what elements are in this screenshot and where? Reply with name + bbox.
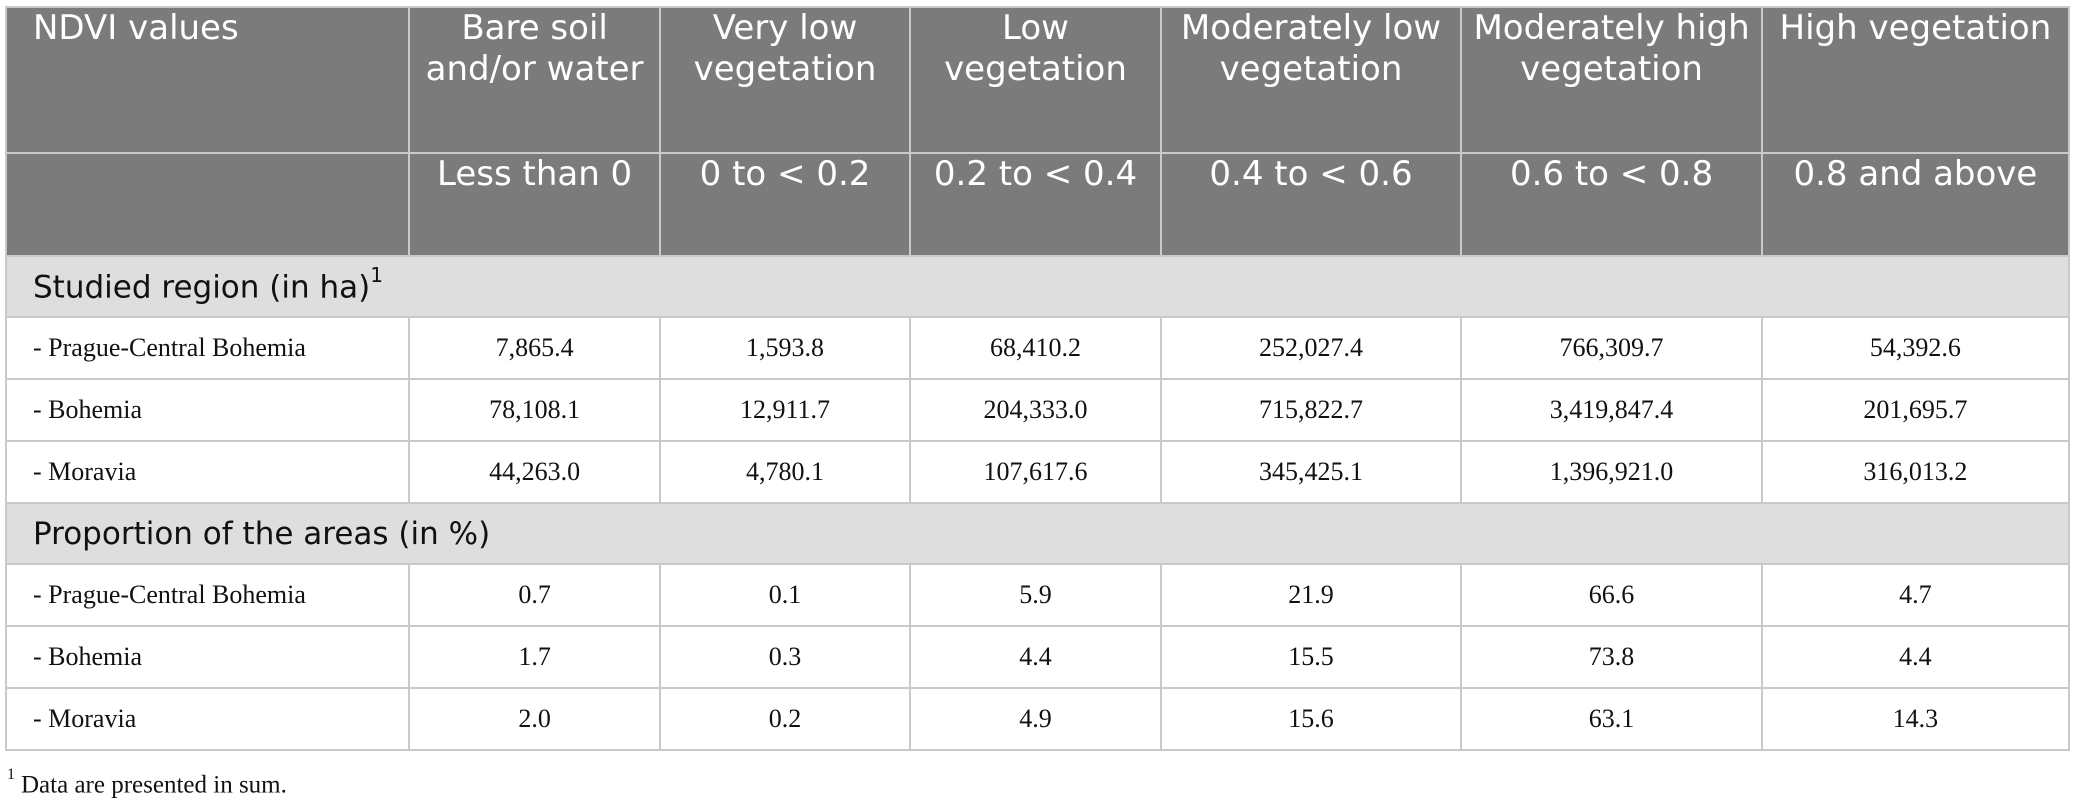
table-cell: 107,617.6 xyxy=(909,440,1162,504)
header-row-label: NDVI values xyxy=(4,6,411,154)
row-label: - Bohemia xyxy=(4,625,411,689)
table-cell: 1.7 xyxy=(408,625,661,689)
table-cell: 201,695.7 xyxy=(1760,378,2071,442)
table-cell: 15.6 xyxy=(1159,687,1463,751)
table-cell: 0.7 xyxy=(408,563,661,627)
row-label: - Bohemia xyxy=(4,378,411,442)
header-class-cell: Low vegetation xyxy=(909,6,1162,154)
table-cell: 1,593.8 xyxy=(658,316,912,380)
footnote-marker: 1 xyxy=(7,766,15,783)
header-row-ranges: Less than 0 0 to < 0.2 0.2 to < 0.4 0.4 … xyxy=(4,152,2071,257)
table-cell: 15.5 xyxy=(1159,625,1463,689)
table-cell: 12,911.7 xyxy=(658,378,912,442)
table-cell: 0.1 xyxy=(658,563,912,627)
table-cell: 252,027.4 xyxy=(1159,316,1463,380)
table-cell: 345,425.1 xyxy=(1159,440,1463,504)
table-row: - Moravia 44,263.0 4,780.1 107,617.6 345,425… xyxy=(4,440,2071,504)
table-cell: 0.2 xyxy=(658,687,912,751)
section-title-cell: Studied region (in ha)1 xyxy=(5,255,2070,318)
table-cell: 0.3 xyxy=(658,625,912,689)
table-cell: 3,419,847.4 xyxy=(1460,378,1763,442)
table-cell: 5.9 xyxy=(909,563,1162,627)
row-label: - Prague-Central Bohemia xyxy=(4,563,411,627)
table-cell: 766,309.7 xyxy=(1460,316,1763,380)
table-cell: 715,822.7 xyxy=(1159,378,1463,442)
table-row: - Bohemia 1.7 0.3 4.4 15.5 73.8 4.4 xyxy=(4,625,2071,689)
section-title: Studied region (in ha) xyxy=(33,269,371,306)
section-header-row: Proportion of the areas (in %) xyxy=(5,502,2070,565)
table-row: - Moravia 2.0 0.2 4.9 15.6 63.1 14.3 xyxy=(4,687,2071,751)
table-cell: 4.7 xyxy=(1760,563,2071,627)
table-cell: 73.8 xyxy=(1460,625,1763,689)
table-cell: 78,108.1 xyxy=(408,378,661,442)
table-cell: 54,392.6 xyxy=(1760,316,2071,380)
footnote: 1 Data are presented in sum. xyxy=(7,766,287,799)
table-cell: 63.1 xyxy=(1460,687,1763,751)
table-cell: 4,780.1 xyxy=(658,440,912,504)
table-cell: 21.9 xyxy=(1159,563,1463,627)
table-cell: 44,263.0 xyxy=(408,440,661,504)
header-class-cell: Very low vegetation xyxy=(658,6,912,154)
header-class-cell: Bare soil and/or water xyxy=(408,6,661,154)
section-title-cell: Proportion of the areas (in %) xyxy=(5,502,2070,565)
header-class-cell: Moderately low vegetation xyxy=(1159,6,1463,154)
header-range-cell: 0.8 and above xyxy=(1760,152,2071,257)
header-range-cell: 0.6 to < 0.8 xyxy=(1460,152,1763,257)
table-cell: 4.4 xyxy=(909,625,1162,689)
table-row: - Bohemia 78,108.1 12,911.7 204,333.0 715,82… xyxy=(4,378,2071,442)
table-body: NDVI values Bare soil and/or water Very … xyxy=(4,6,2071,751)
footnote-marker: 1 xyxy=(370,263,383,288)
section-title: Proportion of the areas (in %) xyxy=(33,515,491,552)
header-range-cell: 0 to < 0.2 xyxy=(658,152,912,257)
row-label: - Prague-Central Bohemia xyxy=(4,316,411,380)
row-label: - Moravia xyxy=(4,440,411,504)
ndvi-table: NDVI values Bare soil and/or water Very … xyxy=(4,6,2071,751)
table-cell: 4.4 xyxy=(1760,625,2071,689)
header-range-cell: Less than 0 xyxy=(408,152,661,257)
header-class-cell: High vegetation xyxy=(1760,6,2071,154)
footnote-text: Data are presented in sum. xyxy=(21,771,287,799)
table-cell: 4.9 xyxy=(909,687,1162,751)
table-cell: 14.3 xyxy=(1760,687,2071,751)
header-range-cell: 0.2 to < 0.4 xyxy=(909,152,1162,257)
table-cell: 204,333.0 xyxy=(909,378,1162,442)
table-cell: 2.0 xyxy=(408,687,661,751)
header-class-cell: Moderately high vegetation xyxy=(1460,6,1763,154)
table-cell: 7,865.4 xyxy=(408,316,661,380)
table-row: - Prague-Central Bohemia 0.7 0.1 5.9 21.9 66.… xyxy=(4,563,2071,627)
table-cell: 68,410.2 xyxy=(909,316,1162,380)
row-label: - Moravia xyxy=(4,687,411,751)
table-cell: 1,396,921.0 xyxy=(1460,440,1763,504)
table-cell: 316,013.2 xyxy=(1760,440,2071,504)
table-cell: 66.6 xyxy=(1460,563,1763,627)
header-range-cell: 0.4 to < 0.6 xyxy=(1159,152,1463,257)
section-header-row: Studied region (in ha)1 xyxy=(5,255,2070,318)
header-row-classes: NDVI values Bare soil and/or water Very … xyxy=(4,6,2071,154)
table-row: - Prague-Central Bohemia 7,865.4 1,593.8 68… xyxy=(4,316,2071,380)
header-empty-cell xyxy=(4,152,411,257)
